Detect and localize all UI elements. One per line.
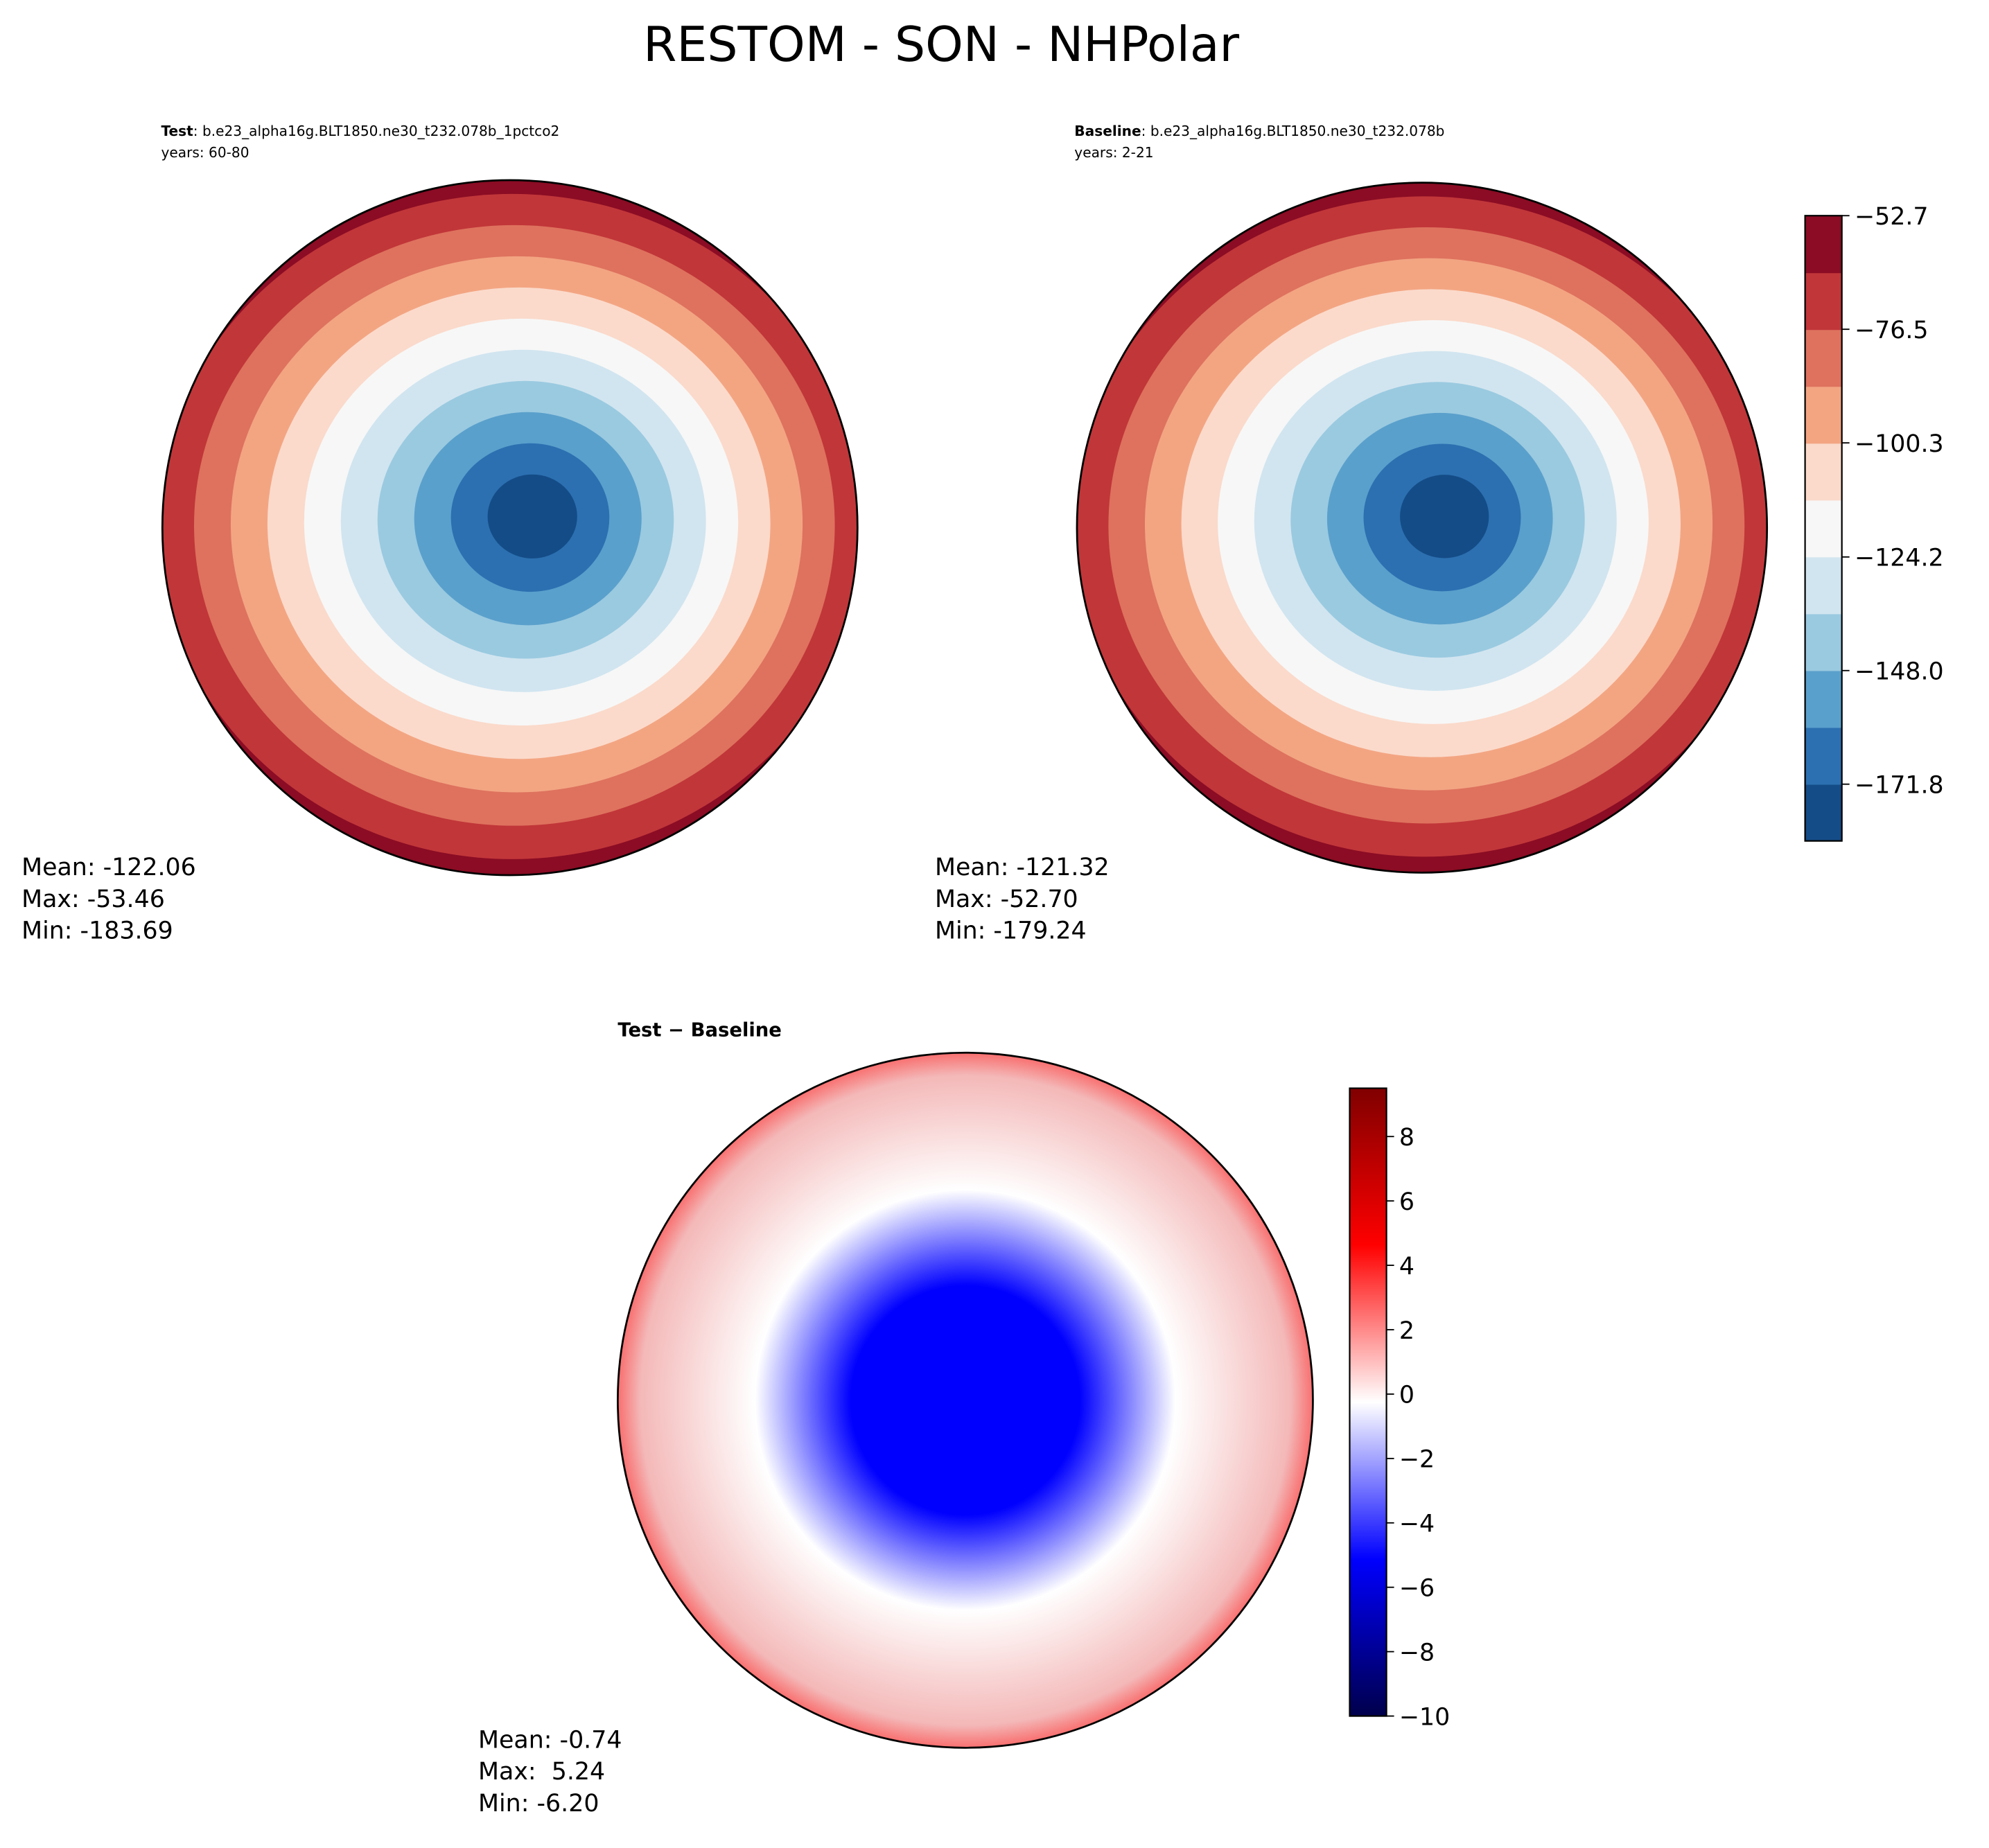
stat-text: Mean: -122.06 [21,854,196,881]
map-field [1076,182,1767,873]
colorbar-tick-label: −148.0 [1855,658,1944,686]
stat-text: Min: -183.69 [21,917,173,945]
map-field [162,179,858,876]
colorbar-frame [1349,1087,1387,1717]
panel-subtitle: years: 60-80 [161,144,249,161]
colorbar-band [1805,613,1842,671]
panel-title-rest: : b.e23_alpha16g.BLT1850.ne30_t232.078b [1141,123,1445,139]
panel-title: Test: b.e23_alpha16g.BLT1850.ne30_t232.0… [161,123,559,139]
map-boundary [161,179,859,877]
map-field [617,1053,1313,1748]
stat-text: Mean: -121.32 [935,854,1110,881]
colorbar-gradient [1349,1088,1387,1716]
panel-title-rest: : b.e23_alpha16g.BLT1850.ne30_t232.078b_… [193,123,560,139]
colorbar-tick-label: −76.5 [1855,317,1929,344]
colorbar-tick-label: 0 [1399,1382,1414,1409]
colorbar-tick-label: −8 [1399,1639,1435,1666]
colorbar-tick-label: 6 [1399,1188,1414,1216]
colorbar-band [1805,670,1842,728]
map-boundary [1076,182,1769,874]
colorbar-tick-label: −100.3 [1855,430,1944,458]
colorbar-band [1805,727,1842,785]
colorbar-tick-label: 8 [1399,1124,1414,1152]
colorbar-tick-label: −6 [1399,1575,1435,1603]
colorbar-tick-label: 4 [1399,1253,1414,1281]
colorbar-tick-label: −4 [1399,1511,1435,1538]
colorbar-band [1805,556,1842,615]
contour-band [1400,475,1489,558]
stat-text: Max: 5.24 [478,1758,605,1786]
colorbar-band [1805,272,1842,331]
map-boundary [617,1051,1314,1749]
panel-title-bold: Baseline [1074,123,1141,139]
figure-title: RESTOM - SON - NHPolar [643,17,1239,73]
stat-text: Min: -6.20 [478,1790,599,1818]
colorbar-frame [1804,215,1843,842]
colorbar-band [1805,386,1842,444]
colorbar-tick-label: 2 [1399,1317,1414,1345]
colorbar-band [1805,784,1842,842]
colorbar-tick-label: −124.2 [1855,545,1944,572]
colorbar-band [1805,443,1842,501]
colorbar-tick-label: −10 [1399,1703,1450,1731]
difference-field [617,1053,1313,1748]
colorbar-band [1805,500,1842,558]
panel-title-bold: Test [161,123,193,139]
stat-text: Mean: -0.74 [478,1726,622,1754]
colorbar-tick-label: −171.8 [1855,772,1944,800]
stat-text: Min: -179.24 [935,917,1087,945]
panel-title: Baseline: b.e23_alpha16g.BLT1850.ne30_t2… [1074,123,1444,139]
contour-band [487,474,577,558]
colorbar-tick-label: −2 [1399,1446,1435,1474]
panel-title: Test − Baseline [617,1019,782,1041]
colorbar-band [1805,215,1842,274]
colorbar-band [1805,329,1842,387]
panel-subtitle: years: 2-21 [1074,144,1153,161]
stat-text: Max: -53.46 [21,886,165,913]
stat-text: Max: -52.70 [935,886,1078,913]
colorbar-tick-label: −52.7 [1855,203,1929,231]
